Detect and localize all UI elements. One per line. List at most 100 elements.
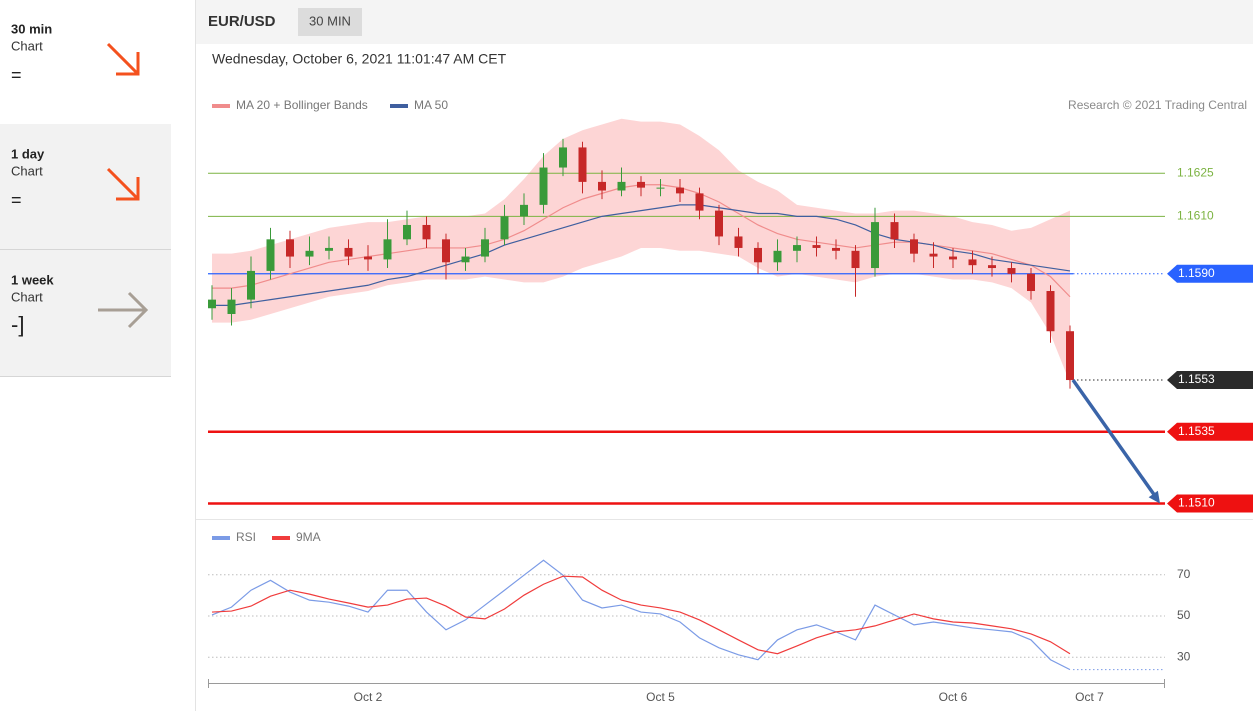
price-tag-label: 1.1510 (1178, 496, 1215, 510)
candle-body (929, 253, 938, 257)
down-arrow (106, 42, 140, 76)
candle-body (422, 224, 431, 240)
sidebar-item[interactable]: 30 min Chart = (11, 21, 140, 85)
y-tick-label: 70 (1177, 567, 1191, 581)
candle-body (227, 299, 236, 314)
right-arrow (98, 291, 149, 329)
candle-body (500, 216, 509, 240)
candle-body (578, 147, 587, 182)
candle-body (403, 224, 411, 240)
candle-body (832, 247, 840, 251)
x-tick-label: Oct 6 (939, 690, 968, 704)
candle-body (1046, 291, 1055, 332)
label: Chart (11, 289, 43, 304)
candle-body (364, 256, 372, 260)
candle-body (247, 270, 255, 300)
legend-swatch (390, 104, 408, 108)
candle-body (851, 250, 860, 269)
candle-body (656, 187, 665, 189)
x-tick-label: Oct 5 (646, 690, 675, 704)
bollinger-band (212, 118, 1070, 383)
candle-body (695, 193, 704, 211)
sidebar-item-bg (0, 250, 171, 376)
target-arrow (1071, 379, 1156, 496)
price-tag-label: 1.1535 (1178, 424, 1215, 438)
candle-body (812, 245, 821, 248)
candle-body (793, 245, 801, 251)
legend-label: RSI (236, 530, 256, 544)
price-tag (1167, 422, 1253, 441)
ma-line (212, 204, 1071, 306)
label: Chart (11, 38, 43, 53)
candle-body (773, 250, 782, 263)
legend-swatch (212, 536, 230, 540)
interval: 30 MIN (309, 13, 351, 28)
candle-body (734, 236, 743, 248)
rsi-line (211, 559, 1071, 671)
candle-body (617, 181, 626, 191)
candle-body (539, 167, 548, 205)
header-bar (196, 0, 1253, 44)
sidebar-item[interactable]: 1 week Chart -] (11, 272, 149, 337)
candle-body (988, 265, 996, 269)
candle-body (871, 222, 879, 269)
source: Research © 2021 Trading Central (1068, 98, 1247, 112)
candle-body (266, 239, 275, 271)
legend-label: 9MA (296, 530, 321, 544)
candle-body (676, 187, 684, 194)
price-tag-label: 1.1590 (1178, 266, 1215, 280)
legend-swatch (272, 536, 290, 540)
interval-badge[interactable] (298, 8, 362, 36)
candle-body (461, 256, 470, 263)
label: Chart (11, 163, 43, 178)
candle-body (910, 239, 918, 254)
y-tick-label: 50 (1177, 608, 1191, 622)
timestamp: Wednesday, October 6, 2021 11:01:47 AM C… (212, 51, 507, 67)
candle-body (1027, 273, 1035, 292)
y-tick-label: 30 (1177, 649, 1191, 663)
candle-body (949, 256, 957, 260)
period: 1 week (11, 272, 54, 287)
candle-body (344, 247, 353, 257)
period: 30 min (11, 21, 52, 36)
period: 1 day (11, 146, 45, 161)
level-label: 1.1625 (1177, 165, 1214, 179)
price-tag (1167, 264, 1253, 283)
x-tick-label: Oct 7 (1075, 690, 1104, 704)
candle-body (286, 239, 294, 257)
legend-label: MA 20 + Bollinger Bands (236, 98, 368, 112)
price-tag (1167, 371, 1253, 390)
legend-swatch (212, 104, 230, 108)
candle-body (305, 250, 314, 257)
candle-body (598, 181, 606, 191)
candle-body (1066, 331, 1074, 381)
candle-body (715, 210, 723, 237)
sidebar-item-bg (0, 124, 171, 250)
candle-body (481, 239, 489, 257)
legend-label: MA 50 (414, 98, 448, 112)
target-arrow-head (1148, 490, 1160, 504)
candle-body (325, 247, 333, 251)
candle-body (890, 222, 899, 240)
candle-body (559, 147, 567, 168)
candle-body (968, 259, 977, 266)
x-tick-label: Oct 2 (354, 690, 383, 704)
level-label: 1.1610 (1177, 209, 1214, 223)
signal: = (11, 65, 22, 85)
signal: = (11, 190, 22, 210)
sidebar-item[interactable]: 1 day Chart = (11, 146, 140, 210)
price-tag-label: 1.1553 (1178, 372, 1215, 386)
down-arrow (106, 167, 140, 201)
candle-body (383, 239, 392, 260)
symbol: EUR/USD (208, 13, 276, 30)
candle-body (520, 204, 528, 217)
candle-body (637, 181, 645, 188)
signal: -] (11, 312, 24, 337)
price-tag (1167, 494, 1253, 513)
rsi-line (211, 575, 1071, 655)
candle-body (1007, 268, 1016, 274)
candle-body (442, 239, 450, 263)
candle-body (754, 247, 762, 263)
candle-body (208, 299, 216, 309)
